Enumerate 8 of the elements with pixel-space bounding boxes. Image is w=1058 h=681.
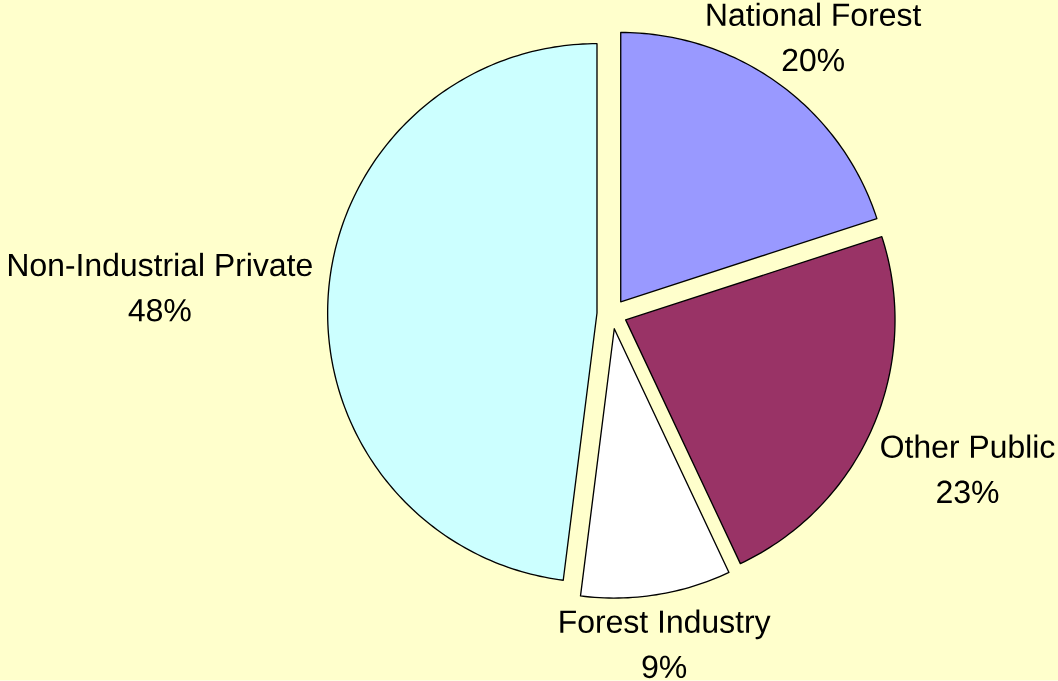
slice-label: National Forest (707, 2, 922, 27)
data-label: 9% (642, 655, 687, 679)
slice-label: Non-Industrial Private (8, 252, 312, 277)
data-label: 20% (782, 48, 844, 72)
slice-label: Other Public (881, 434, 1055, 459)
data-label: 23% (937, 480, 999, 504)
slice-label: Forest Industry (560, 609, 771, 640)
data-label: 48% (128, 298, 191, 322)
